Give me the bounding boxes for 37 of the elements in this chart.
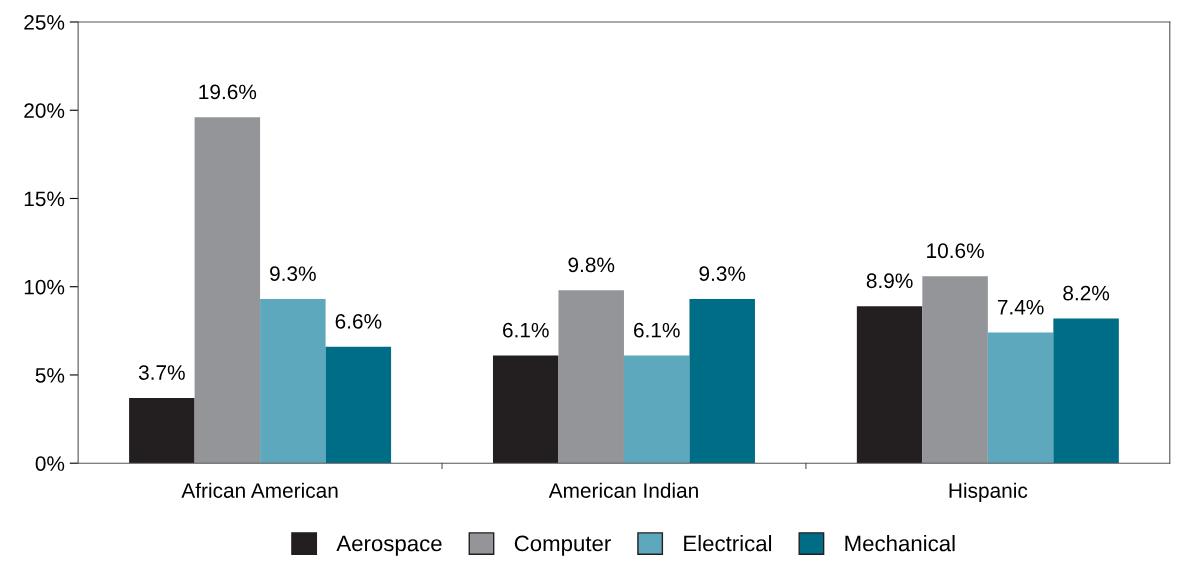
data-label: 3.7%: [138, 365, 185, 380]
y-tick-label: 15%: [24, 191, 65, 207]
bar: [1053, 318, 1119, 464]
bar: [558, 290, 624, 464]
y-tick-label: 25%: [24, 15, 65, 30]
bar: [623, 355, 690, 464]
y-tick-label: 10%: [24, 279, 65, 295]
y-tick-label: 5%: [35, 368, 65, 383]
bar: [325, 346, 392, 464]
bar: [689, 299, 755, 464]
bar: [856, 306, 923, 464]
data-label: 6.1%: [503, 322, 549, 338]
y-tick-label: 20%: [24, 103, 65, 118]
data-label: 7.4%: [997, 299, 1044, 315]
bar: [194, 117, 261, 464]
x-tick-label: American Indian: [548, 482, 698, 498]
x-tick-label: African American: [181, 482, 338, 498]
data-label: 8.9%: [866, 273, 913, 289]
data-label: 10.6%: [927, 243, 984, 259]
legend-label: Electrical: [684, 534, 772, 552]
legend-label: Mechanical: [845, 534, 955, 552]
data-label: 19.6%: [199, 84, 257, 100]
data-label: 9.3%: [699, 266, 746, 282]
y-tick-label: 0%: [35, 456, 65, 471]
data-label: 9.8%: [568, 257, 615, 273]
data-label: 6.1%: [634, 322, 680, 338]
data-label: 8.2%: [1063, 285, 1110, 301]
bar: [492, 355, 559, 464]
bar: [260, 299, 326, 464]
bar: [987, 332, 1054, 464]
legend-label: Aerospace: [336, 535, 442, 556]
x-tick-label: Hispanic: [949, 482, 1028, 503]
bar: [129, 397, 195, 464]
legend-label: Computer: [514, 535, 611, 556]
data-label: 9.3%: [270, 266, 316, 282]
bar: [922, 276, 988, 464]
data-label: 6.6%: [335, 313, 382, 329]
